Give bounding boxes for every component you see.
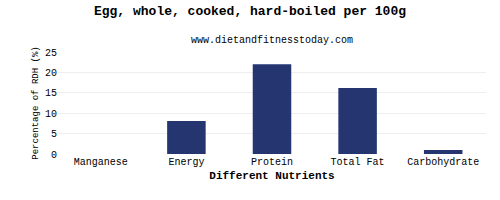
svg-text:Total Fat: Total Fat <box>331 157 385 168</box>
svg-text:Carbohydrate: Carbohydrate <box>407 157 479 168</box>
svg-text:25: 25 <box>45 48 57 59</box>
svg-text:Manganese: Manganese <box>74 157 128 168</box>
svg-text:Egg, whole, cooked, hard-boile: Egg, whole, cooked, hard-boiled per 100g <box>94 4 406 19</box>
svg-text:15: 15 <box>45 88 57 99</box>
svg-text:Percentage of RDH (%): Percentage of RDH (%) <box>31 46 41 159</box>
svg-text:20: 20 <box>45 68 57 79</box>
svg-text:Different Nutrients: Different Nutrients <box>209 170 334 182</box>
svg-text:www.dietandfitnesstoday.com: www.dietandfitnesstoday.com <box>191 35 353 46</box>
svg-text:0: 0 <box>51 150 57 161</box>
svg-text:Energy: Energy <box>168 157 204 168</box>
svg-text:10: 10 <box>45 109 57 120</box>
svg-text:5: 5 <box>51 129 57 140</box>
svg-text:Protein: Protein <box>251 157 293 168</box>
